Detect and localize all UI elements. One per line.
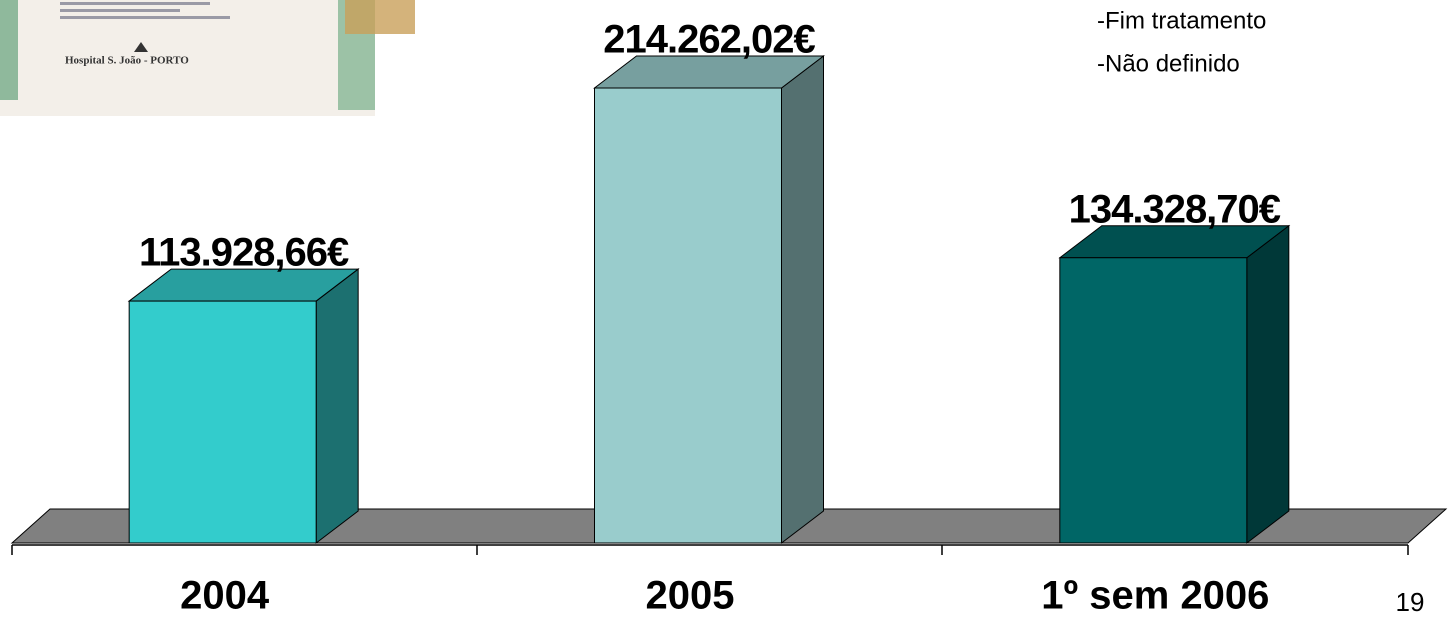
bar-side [1247, 226, 1289, 543]
slide: Hospital S. João - PORTO -Fim tratamento… [0, 0, 1449, 618]
bar-side [316, 269, 358, 543]
x-axis [12, 545, 1408, 555]
value-label: 134.328,70€ [1069, 187, 1281, 231]
bar-side [782, 56, 824, 543]
photo: Hospital S. João - PORTO [0, 0, 415, 116]
x-tick-label: 1º sem 2006 [1041, 574, 1269, 618]
x-tick-label: 2005 [646, 574, 735, 618]
bar [1060, 258, 1247, 543]
value-label: 214.262,02€ [603, 18, 815, 62]
page-number: 19 [1396, 587, 1425, 617]
value-label: 113.928,66€ [139, 231, 349, 275]
note: -Fim tratamento [1097, 7, 1266, 34]
note: -Não definido [1097, 50, 1240, 77]
photo-text: Hospital S. João - PORTO [65, 55, 189, 67]
bar [595, 88, 782, 543]
x-tick-label: 2004 [180, 574, 270, 618]
bar [129, 301, 316, 543]
